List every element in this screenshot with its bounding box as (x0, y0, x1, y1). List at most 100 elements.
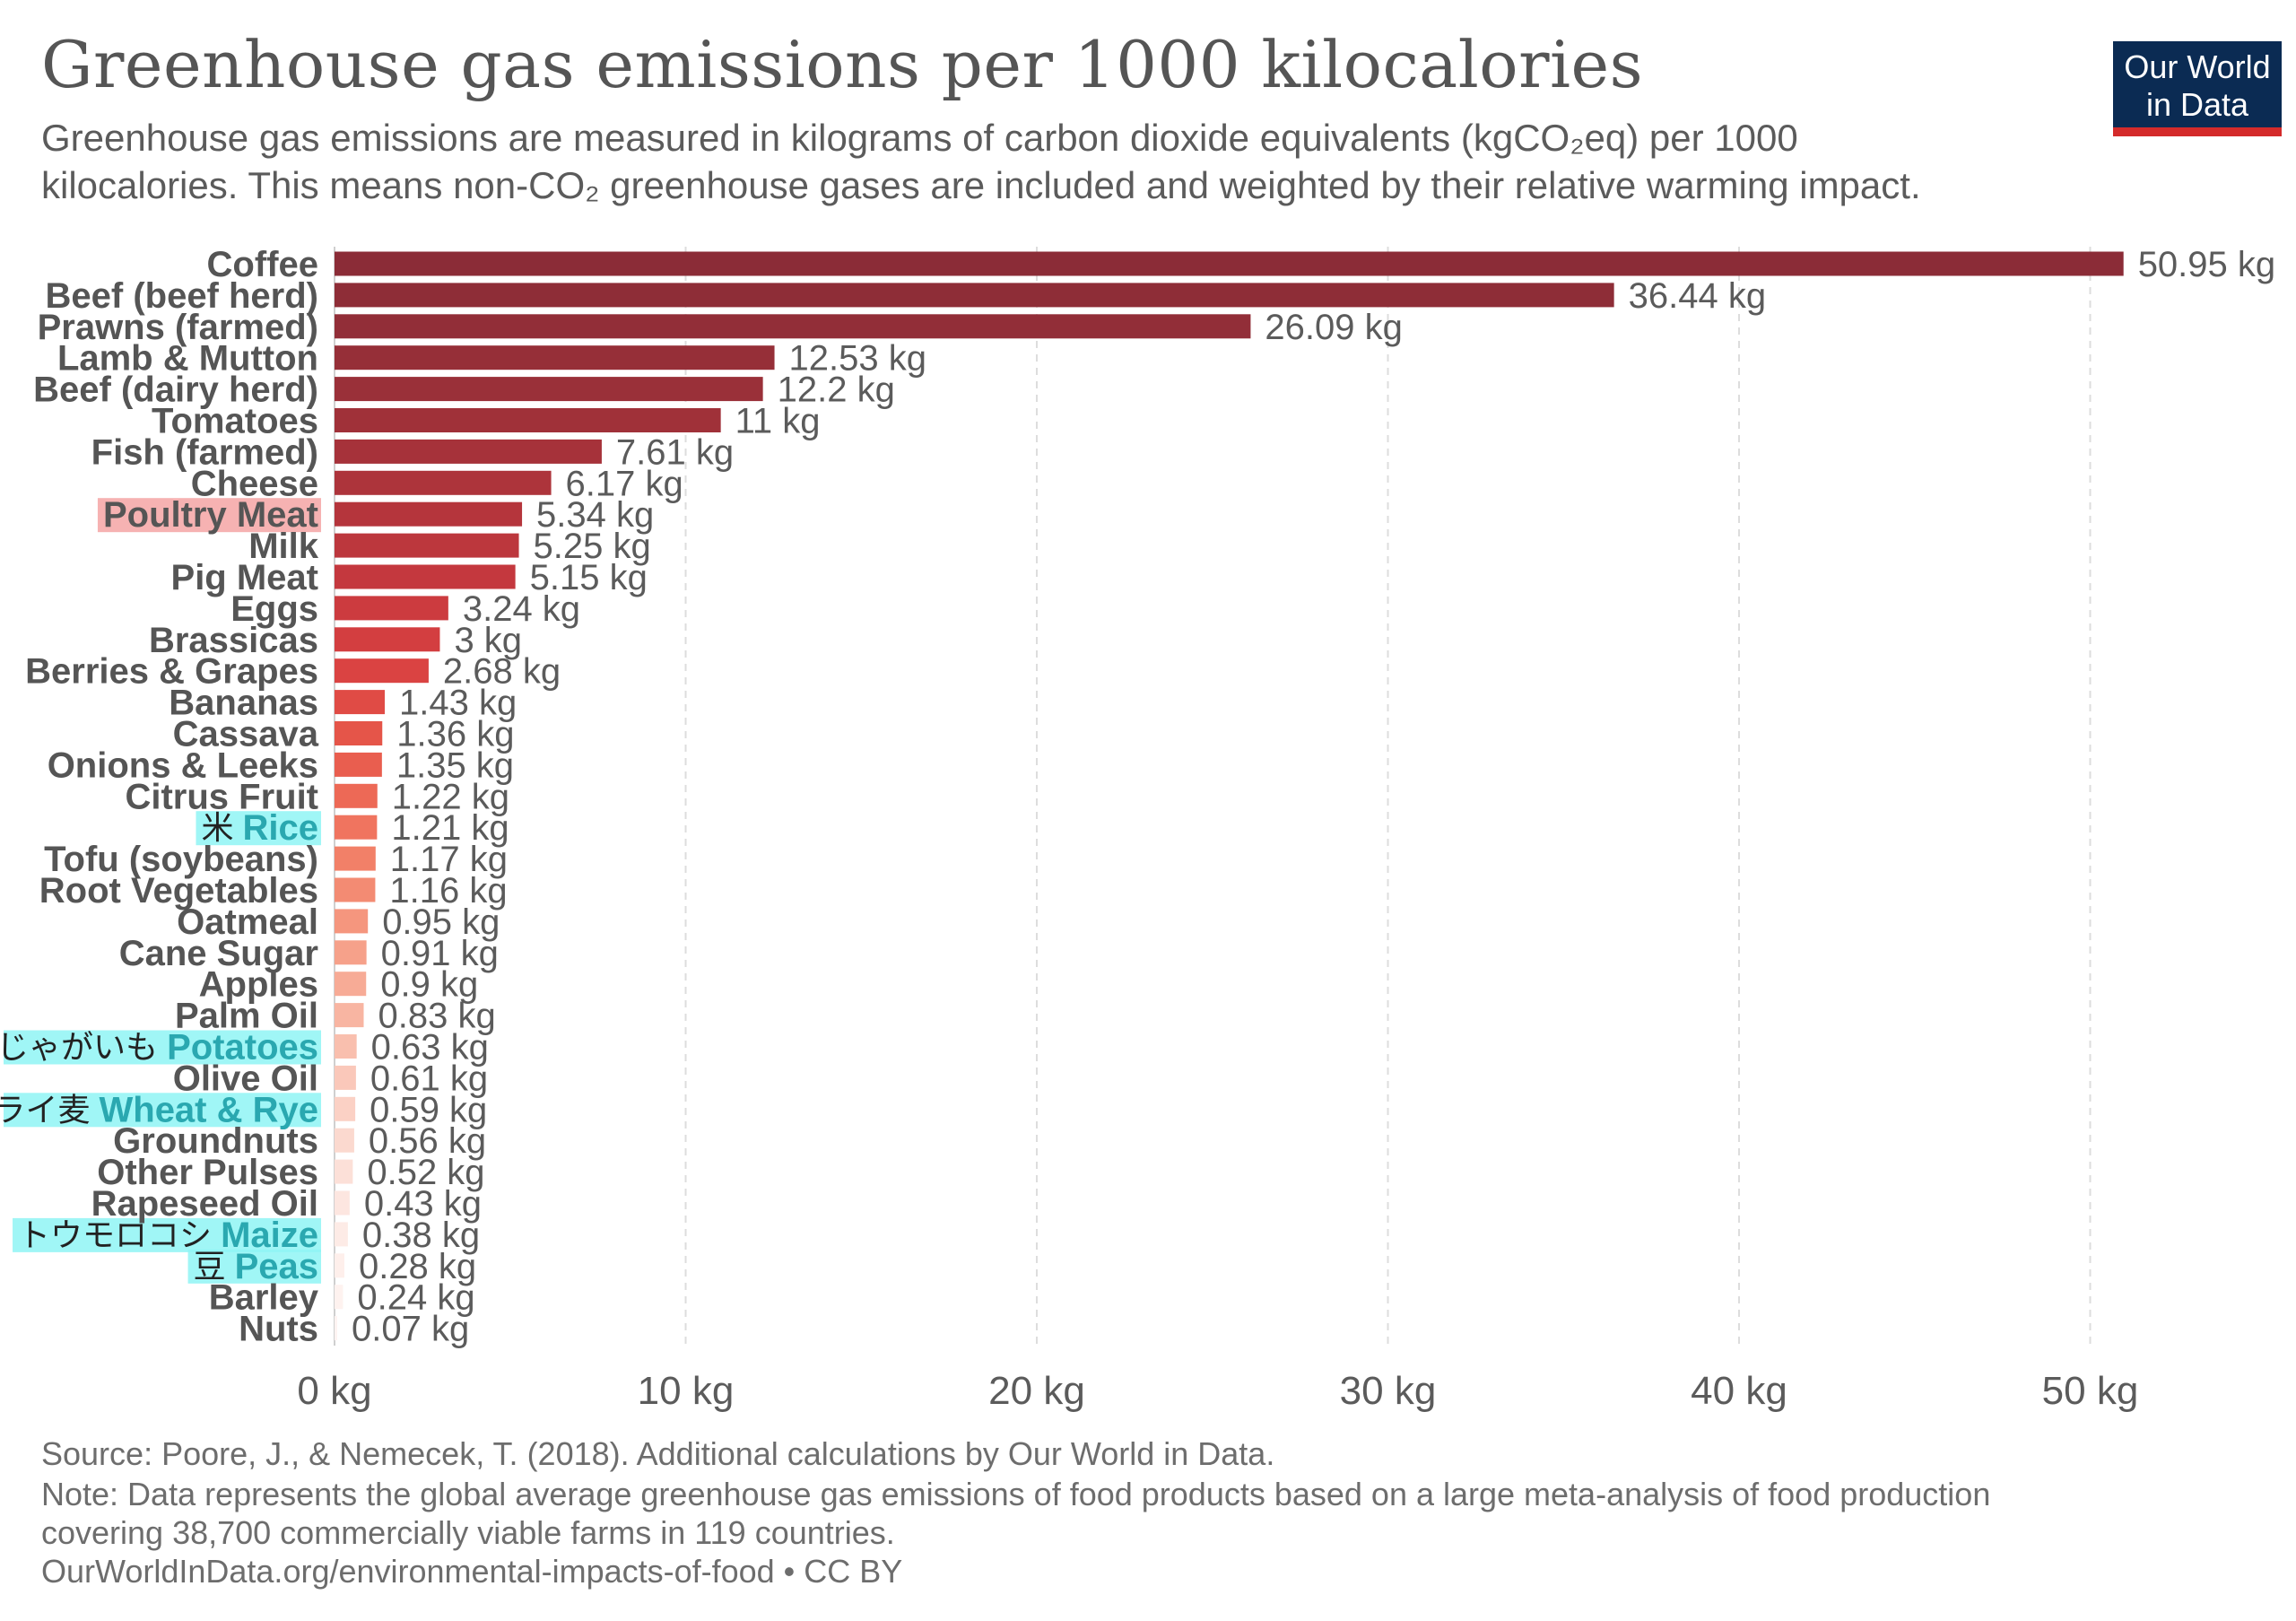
bar[interactable] (335, 940, 367, 965)
our-world-in-data-logo[interactable]: Our World in Data (2113, 41, 2282, 136)
category-label: Rapeseed Oil (91, 1184, 318, 1224)
label-highlight (196, 811, 321, 846)
bar[interactable] (335, 815, 378, 840)
x-tick-label: 0 kg (297, 1369, 371, 1413)
bar[interactable] (335, 283, 1614, 308)
category-label: Onions & Leeks (48, 745, 318, 785)
bar[interactable] (335, 439, 602, 464)
bar[interactable] (335, 1253, 344, 1278)
bar[interactable] (335, 877, 376, 902)
logo-line-1: Our World (2124, 48, 2271, 85)
value-label: 12.53 kg (789, 339, 926, 379)
value-label: 36.44 kg (1629, 276, 1766, 316)
category-label: Maize (221, 1216, 318, 1255)
category-label: Cane Sugar (119, 934, 318, 973)
footer-url-license[interactable]: OurWorldInData.org/environmental-impacts… (41, 1553, 903, 1590)
category-label: Olive Oil (173, 1059, 318, 1098)
x-tick-label: 50 kg (2042, 1369, 2139, 1413)
value-label: 0.61 kg (370, 1059, 488, 1098)
bar[interactable] (335, 1285, 344, 1310)
x-tick-label: 30 kg (1340, 1369, 1437, 1413)
bar[interactable] (335, 251, 2124, 276)
bar[interactable] (335, 1159, 353, 1184)
japanese-annotation: 小麦とライ麦 (0, 1092, 91, 1129)
data-note-line-2: covering 38,700 commercially viable farm… (41, 1514, 895, 1551)
value-label: 6.17 kg (566, 464, 683, 503)
bar[interactable] (335, 1034, 357, 1059)
bar[interactable] (335, 752, 382, 777)
logo-line-2: in Data (2145, 86, 2249, 123)
category-label: Other Pulses (97, 1153, 318, 1192)
chart-bars (335, 251, 2124, 1341)
value-label: 0.43 kg (364, 1184, 482, 1224)
bar[interactable] (335, 972, 367, 997)
bar[interactable] (335, 501, 523, 527)
label-highlight (4, 1030, 321, 1065)
bar[interactable] (335, 783, 378, 808)
label-highlight (97, 498, 321, 533)
category-label: Groundnuts (113, 1121, 318, 1161)
bar[interactable] (335, 1096, 356, 1121)
bar[interactable] (335, 564, 516, 589)
value-label: 1.36 kg (396, 715, 514, 754)
bar[interactable] (335, 1128, 354, 1153)
category-label: Oatmeal (177, 902, 318, 942)
bar[interactable] (335, 1190, 350, 1216)
category-label: Root Vegetables (39, 871, 318, 911)
bar[interactable] (335, 658, 429, 684)
category-label: Potatoes (167, 1028, 318, 1068)
bar[interactable] (335, 408, 721, 432)
category-label: Tofu (soybeans) (44, 840, 318, 879)
value-label: 1.16 kg (389, 871, 507, 911)
bar[interactable] (335, 846, 376, 871)
value-label: 5.15 kg (530, 558, 648, 597)
bar[interactable] (335, 533, 519, 558)
value-label: 0.38 kg (362, 1216, 480, 1255)
bar[interactable] (335, 345, 775, 370)
value-label: 0.07 kg (352, 1310, 469, 1349)
x-tick-label: 20 kg (988, 1369, 1085, 1413)
label-highlight (4, 1093, 321, 1128)
category-label: Fish (farmed) (91, 432, 318, 472)
category-label: Beef (dairy herd) (33, 370, 318, 410)
value-label: 1.22 kg (392, 777, 509, 816)
value-label: 1.35 kg (396, 745, 514, 785)
value-label: 5.25 kg (534, 527, 651, 566)
bar[interactable] (335, 1065, 356, 1090)
bar[interactable] (335, 377, 763, 402)
bar[interactable] (335, 690, 385, 715)
category-label: Barley (209, 1278, 319, 1318)
value-label: 5.34 kg (536, 495, 654, 535)
value-label: 12.2 kg (778, 370, 895, 410)
value-label: 11 kg (735, 402, 821, 441)
category-label: Citrus Fruit (125, 777, 318, 816)
chart-subtitle-line-2: kilocalories. This means non-CO₂ greenho… (41, 164, 1921, 206)
bar[interactable] (335, 1316, 337, 1341)
bar[interactable] (335, 314, 1251, 339)
source-note: Source: Poore, J., & Nemecek, T. (2018).… (41, 1435, 1275, 1472)
bar[interactable] (335, 470, 552, 495)
japanese-annotation: トウモロコシ (18, 1217, 212, 1254)
bar[interactable] (335, 596, 448, 621)
japanese-annotation: じゃがいも (0, 1030, 158, 1067)
label-highlight (13, 1217, 321, 1252)
x-tick-label: 40 kg (1691, 1369, 1787, 1413)
bar[interactable] (335, 627, 440, 652)
bar[interactable] (335, 909, 369, 934)
value-label: 0.9 kg (380, 965, 478, 1005)
category-label: Beef (beef herd) (46, 276, 319, 316)
category-label: Lamb & Mutton (57, 339, 318, 379)
bar[interactable] (335, 721, 383, 745)
category-label: Wheat & Rye (100, 1090, 319, 1129)
bar[interactable] (335, 1003, 364, 1028)
category-label: Cheese (191, 464, 318, 503)
category-label: Bananas (169, 684, 318, 723)
x-axis-tick-labels: 0 kg 10 kg 20 kg 30 kg 40 kg 50 kg (297, 1369, 2138, 1413)
value-label: 26.09 kg (1265, 308, 1402, 347)
value-label: 1.21 kg (391, 808, 509, 848)
bar[interactable] (335, 1222, 348, 1247)
category-label: Peas (235, 1247, 318, 1286)
